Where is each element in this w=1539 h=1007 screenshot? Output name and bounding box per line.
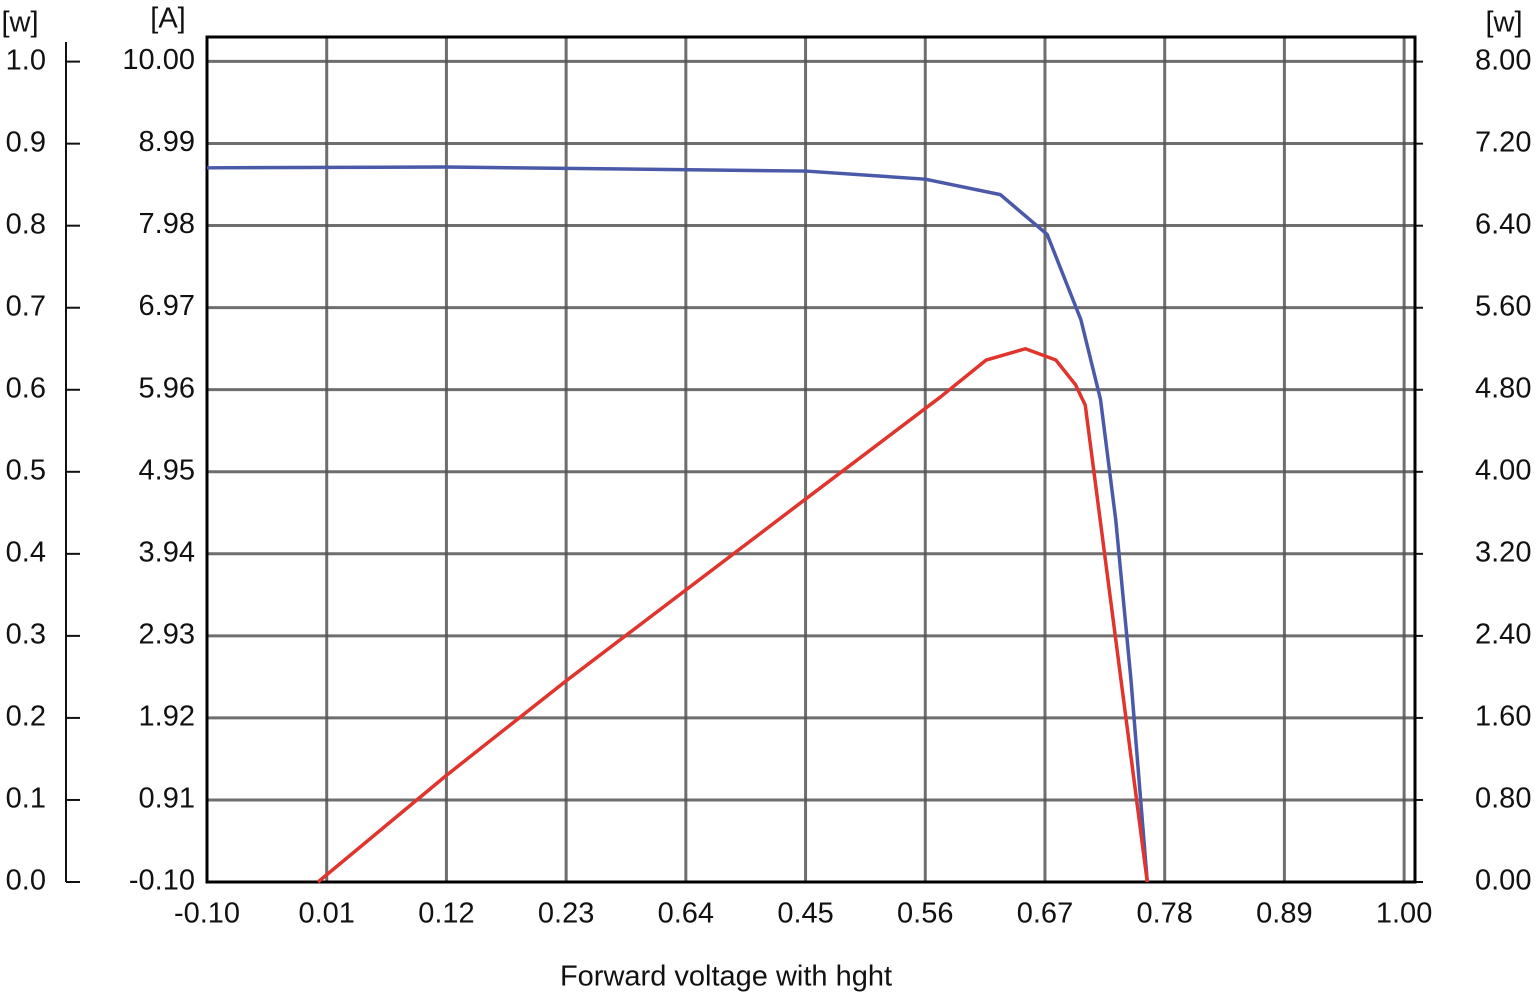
- y2-tick-label: 0.80: [1475, 783, 1531, 815]
- y-tick-label: 10.00: [122, 44, 195, 76]
- y2-tick-label: 4.80: [1475, 372, 1531, 404]
- plot-border: [205, 35, 1417, 884]
- y-tick-label: 6.97: [139, 290, 195, 322]
- y-tick-label: 7.98: [139, 208, 195, 240]
- series-line: [316, 346, 1150, 884]
- series-line: [206, 165, 1150, 883]
- x-tick-label: 0.45: [777, 898, 833, 930]
- x-tick-label: -0.10: [174, 898, 240, 930]
- y3-axis-label: [w]: [1, 7, 38, 39]
- y-tick-label: 8.99: [139, 126, 195, 158]
- x-tick-label: 0.64: [658, 898, 714, 930]
- y3-tick-label: 0.5: [6, 454, 46, 486]
- x-tick-label: 0.12: [418, 898, 474, 930]
- y-tick-label: 5.96: [139, 372, 195, 404]
- y3-tick-label: 0.3: [6, 619, 46, 651]
- y3-tick-label: 0.9: [6, 126, 46, 158]
- y-tick-label: 3.94: [139, 536, 195, 568]
- y-tick-label: 1.92: [139, 701, 195, 733]
- y-axis-label: [A]: [150, 3, 185, 35]
- y-tick-label: 0.91: [139, 783, 195, 815]
- x-tick-label: 0.23: [538, 898, 594, 930]
- x-axis-label: Forward voltage with hght: [560, 961, 892, 993]
- y2-tick-label: 0.00: [1475, 865, 1531, 897]
- x-tick-label: 0.67: [1017, 898, 1073, 930]
- y2-axis-label: [w]: [1485, 7, 1522, 39]
- y-tick-label: 4.95: [139, 454, 195, 486]
- y2-tick-label: 7.20: [1475, 126, 1531, 158]
- x-tick-label: 0.56: [897, 898, 953, 930]
- y2-tick-label: 1.60: [1475, 701, 1531, 733]
- y3-tick-label: 0.0: [6, 865, 46, 897]
- y3-tick-label: 0.7: [6, 290, 46, 322]
- y2-tick-label: 8.00: [1475, 44, 1531, 76]
- x-tick-label: 0.01: [298, 898, 354, 930]
- y3-tick-label: 0.1: [6, 783, 46, 815]
- y2-tick-label: 2.40: [1475, 619, 1531, 651]
- y3-tick-label: 0.6: [6, 372, 46, 404]
- x-tick-label: 1.00: [1376, 898, 1432, 930]
- y2-tick-label: 4.00: [1475, 454, 1531, 486]
- y-tick-label: -0.10: [129, 865, 195, 897]
- y-tick-label: 2.93: [139, 618, 195, 650]
- x-tick-label: 0.78: [1136, 898, 1192, 930]
- y3-tick-label: 1.0: [6, 44, 46, 76]
- y3-tick-label: 0.4: [6, 537, 46, 569]
- y2-tick-label: 3.20: [1475, 537, 1531, 569]
- y2-tick-label: 6.40: [1475, 208, 1531, 240]
- y2-tick-label: 5.60: [1475, 290, 1531, 322]
- y3-tick-label: 0.2: [6, 701, 46, 733]
- x-tick-label: 0.89: [1256, 898, 1312, 930]
- y3-tick-label: 0.8: [6, 208, 46, 240]
